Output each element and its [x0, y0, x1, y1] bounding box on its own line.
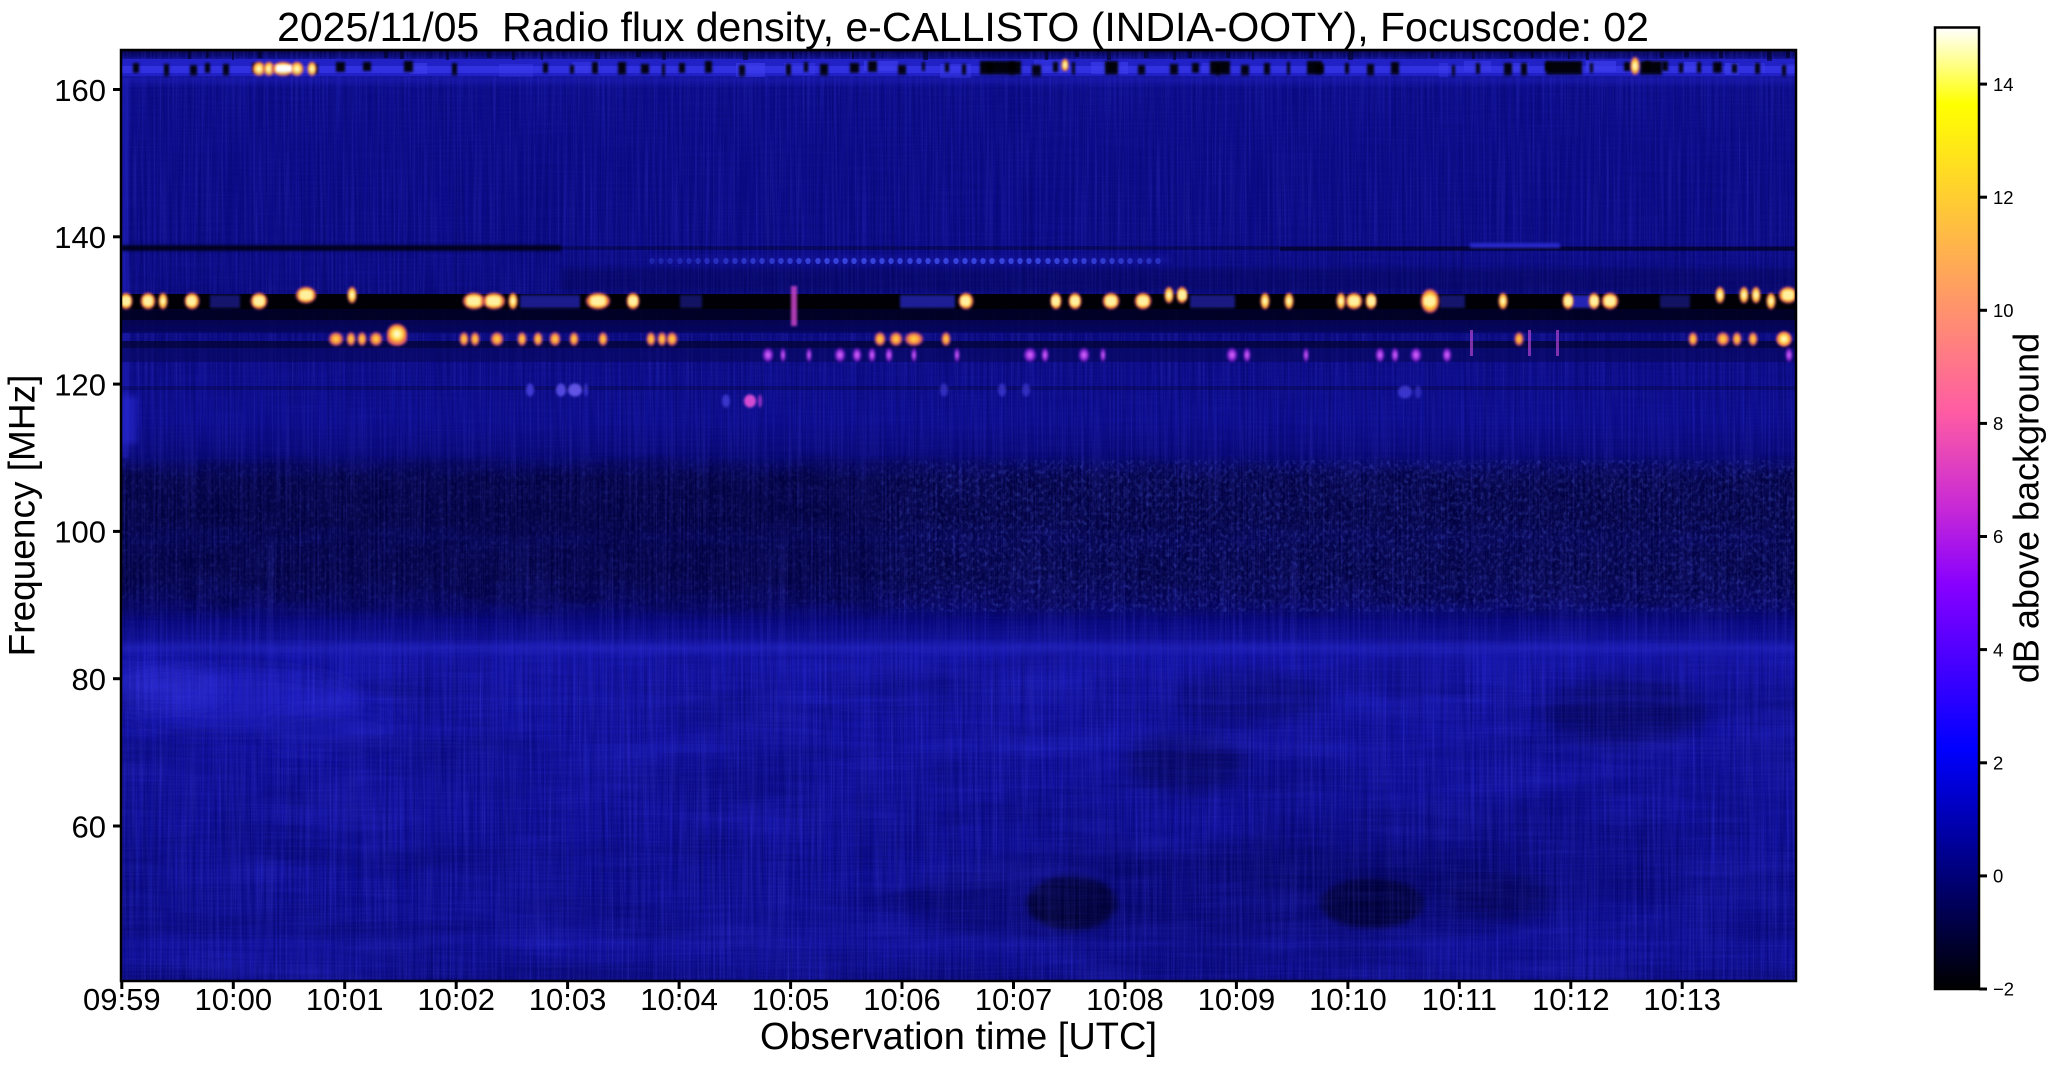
svg-text:12: 12 — [1993, 187, 2014, 208]
svg-text:4: 4 — [1993, 639, 2003, 660]
svg-text:6: 6 — [1993, 526, 2003, 547]
svg-text:14: 14 — [1993, 74, 2014, 95]
svg-text:0: 0 — [1993, 866, 2003, 887]
svg-text:60: 60 — [72, 809, 106, 844]
svg-text:2: 2 — [1993, 753, 2003, 774]
svg-text:10: 10 — [1993, 300, 2014, 321]
svg-text:10:02: 10:02 — [417, 982, 495, 1017]
svg-text:10:10: 10:10 — [1309, 982, 1387, 1017]
svg-text:10:01: 10:01 — [306, 982, 384, 1017]
svg-text:10:00: 10:00 — [195, 982, 273, 1017]
svg-text:−2: −2 — [1993, 979, 2014, 1000]
svg-text:80: 80 — [72, 662, 106, 697]
svg-text:100: 100 — [54, 515, 106, 550]
svg-text:10:03: 10:03 — [529, 982, 607, 1017]
svg-text:10:09: 10:09 — [1198, 982, 1276, 1017]
svg-text:10:13: 10:13 — [1643, 982, 1721, 1017]
svg-text:120: 120 — [54, 367, 106, 402]
svg-text:10:04: 10:04 — [640, 982, 718, 1017]
svg-text:10:07: 10:07 — [975, 982, 1053, 1017]
svg-text:10:12: 10:12 — [1532, 982, 1610, 1017]
svg-text:10:06: 10:06 — [863, 982, 941, 1017]
svg-text:2025/11/05 Radio flux density: 2025/11/05 Radio flux density, e-CALLIST… — [277, 4, 1649, 50]
svg-text:160: 160 — [54, 73, 106, 108]
svg-text:Frequency [MHz]: Frequency [MHz] — [2, 375, 43, 657]
svg-text:10:11: 10:11 — [1422, 982, 1497, 1017]
svg-text:Observation time [UTC]: Observation time [UTC] — [760, 1016, 1157, 1058]
svg-text:8: 8 — [1993, 413, 2003, 434]
svg-text:10:08: 10:08 — [1086, 982, 1164, 1017]
svg-text:dB above background: dB above background — [2006, 333, 2047, 683]
svg-text:09:59: 09:59 — [83, 982, 161, 1017]
svg-text:140: 140 — [54, 220, 106, 255]
svg-text:10:05: 10:05 — [752, 982, 830, 1017]
